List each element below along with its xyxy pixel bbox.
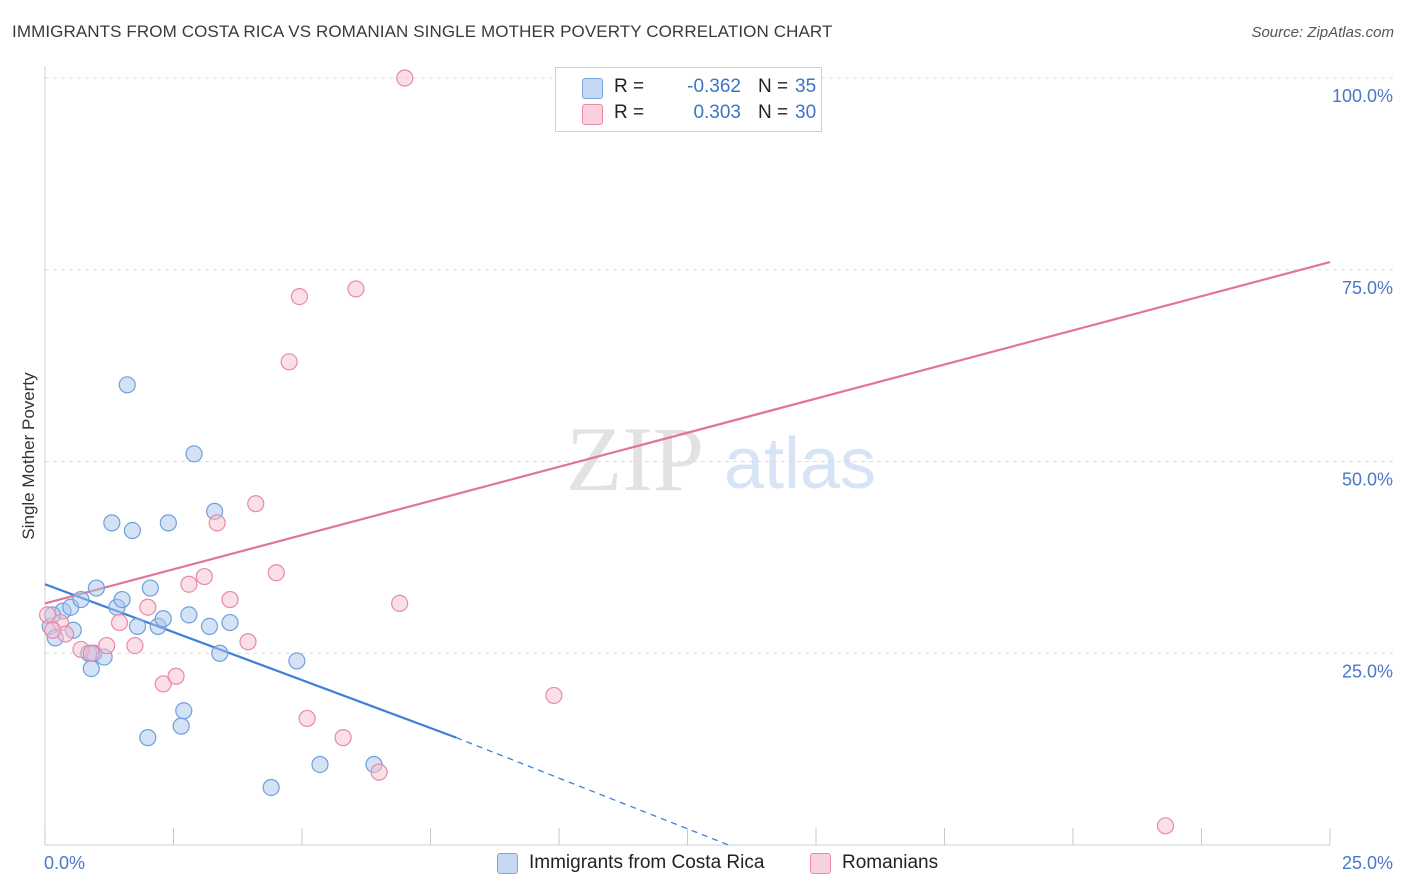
point-romanians [298, 709, 316, 728]
point-romanians [195, 567, 213, 586]
r-label: R = [614, 76, 645, 97]
point-costa-rica [175, 702, 193, 720]
x-tick-label: 0.0% [44, 853, 85, 873]
legend-label: Immigrants from Costa Rica [529, 852, 765, 873]
point-costa-rica [113, 590, 131, 609]
point-costa-rica [200, 617, 219, 636]
point-costa-rica [185, 445, 203, 463]
trend-line-costa-rica-extension [455, 737, 729, 846]
point-romanians [167, 667, 185, 685]
point-romanians [139, 598, 157, 616]
point-costa-rica [288, 652, 306, 670]
point-costa-rica [123, 521, 141, 540]
point-romanians [247, 495, 265, 513]
y-axis-title: Single Mother Poverty [19, 372, 38, 540]
y-tick-label: 100.0% [1332, 86, 1393, 106]
point-romanians [334, 729, 352, 747]
point-romanians [44, 621, 62, 639]
point-romanians [98, 636, 116, 655]
point-romanians [267, 564, 285, 582]
trend-line-romanians [44, 261, 1331, 605]
source-label: Source: ZipAtlas.com [1251, 24, 1394, 41]
point-romanians [38, 606, 57, 624]
data-points [38, 69, 1175, 835]
point-romanians [347, 280, 365, 298]
legend-label: Romanians [842, 852, 939, 873]
point-romanians [396, 69, 414, 87]
point-romanians [280, 353, 298, 371]
point-romanians [391, 594, 409, 612]
legend-swatch-blue [582, 78, 603, 99]
point-romanians [110, 613, 129, 632]
legend-swatch-pink [582, 104, 603, 125]
y-tick-label: 25.0% [1342, 661, 1393, 681]
r-value: -0.362 [687, 76, 741, 97]
correlation-legend: R = -0.362 N = 35 R = 0.303 N = 30 [555, 67, 822, 132]
y-tick-label: 50.0% [1342, 470, 1393, 490]
point-costa-rica [128, 617, 147, 636]
r-value: 0.303 [693, 102, 741, 123]
y-tick-labels: 25.0% 50.0% 75.0% 100.0% [1332, 86, 1393, 681]
point-romanians [221, 590, 239, 609]
point-costa-rica [82, 659, 100, 678]
point-romanians [545, 686, 563, 705]
point-romanians [208, 514, 226, 532]
point-costa-rica [221, 613, 239, 632]
point-romanians [126, 636, 144, 655]
point-costa-rica [154, 610, 172, 628]
point-costa-rica [159, 514, 177, 532]
point-romanians [290, 287, 309, 306]
trend-lines [44, 261, 1331, 846]
point-costa-rica [311, 755, 329, 774]
point-costa-rica [139, 729, 157, 747]
watermark-atlas: atlas [724, 424, 876, 504]
y-tick-label: 75.0% [1342, 278, 1393, 298]
point-costa-rica [72, 590, 90, 609]
axes [44, 66, 1331, 846]
x-tick-label: 25.0% [1342, 853, 1393, 873]
n-label: N = [758, 76, 789, 97]
point-costa-rica [103, 514, 121, 532]
point-costa-rica [211, 644, 229, 662]
point-romanians [82, 644, 100, 662]
point-costa-rica [118, 376, 136, 394]
point-costa-rica [172, 717, 190, 735]
point-costa-rica [141, 579, 159, 597]
n-label: N = [758, 102, 789, 123]
point-romanians [1156, 817, 1175, 835]
point-romanians [370, 763, 388, 781]
legend-swatch-pink [810, 853, 831, 874]
r-label: R = [614, 102, 645, 123]
x-tick-labels: 0.0% 25.0% [44, 853, 1393, 873]
n-value: 30 [795, 102, 817, 123]
point-romanians [239, 633, 257, 651]
legend-swatch-blue [497, 853, 518, 874]
point-costa-rica [262, 778, 280, 797]
point-costa-rica [180, 606, 198, 624]
chart-title: IMMIGRANTS FROM COSTA RICA VS ROMANIAN S… [12, 22, 833, 41]
n-value: 35 [795, 76, 817, 97]
point-romanians [180, 575, 198, 593]
gridlines [45, 77, 1395, 654]
point-romanians [154, 675, 172, 693]
point-costa-rica [87, 579, 106, 597]
